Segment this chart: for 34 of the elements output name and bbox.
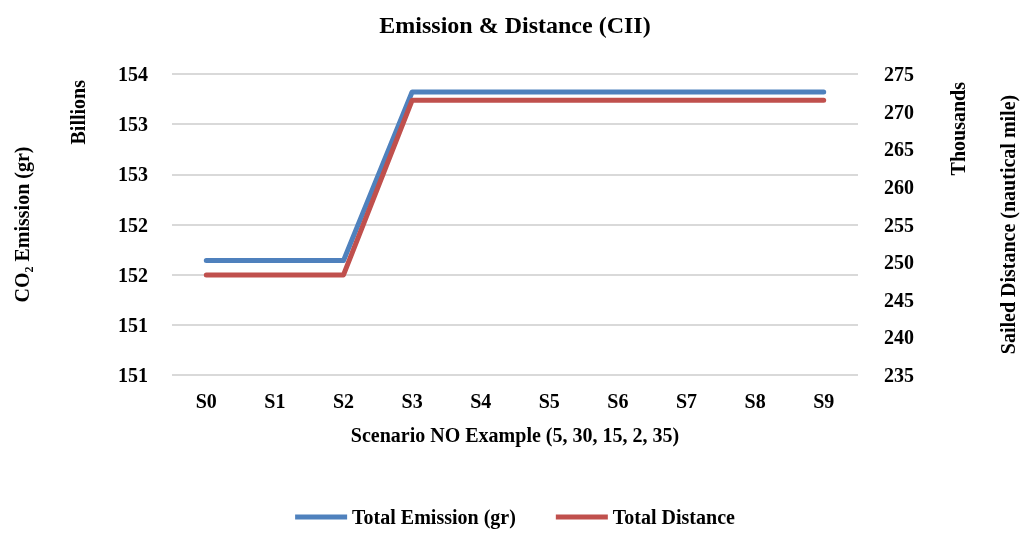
y-tick-label: 153 xyxy=(118,113,148,136)
y2-axis-title: Sailed Distance (nautical mile) xyxy=(997,94,1020,355)
y2-tick-label: 245 xyxy=(884,288,914,311)
y2-tick-label: 240 xyxy=(884,326,914,349)
text: Billions xyxy=(67,79,89,145)
y-tick-label: 152 xyxy=(118,213,148,236)
y-tick-label: 154 xyxy=(118,63,148,85)
x-tick-label: S8 xyxy=(744,390,766,412)
text: Thousands xyxy=(947,81,969,176)
y-axis-title: CO₂ Emission (gr) xyxy=(11,146,34,303)
x-tick-label: S1 xyxy=(264,390,286,412)
x-tick-label: S4 xyxy=(470,390,492,412)
x-axis-title: Scenario NO Example (5, 30, 15, 2, 35) xyxy=(350,424,680,447)
x-tick-label: S5 xyxy=(538,390,560,412)
x-tick-label: S3 xyxy=(401,390,423,412)
y-tick-label: 152 xyxy=(118,263,148,286)
y-tick-label: 153 xyxy=(118,163,148,186)
y2-tick-label: 265 xyxy=(884,138,914,161)
legend-label: Total Emission (gr) xyxy=(352,506,516,529)
legend-label: Total Distance xyxy=(612,506,735,528)
y2-tick-label: 250 xyxy=(884,251,914,274)
y-tick-label: 151 xyxy=(118,364,148,386)
x-tick-label: S9 xyxy=(813,390,835,412)
x-tick-label: S6 xyxy=(607,390,629,412)
x-tick-label: S2 xyxy=(332,390,355,412)
y-tick-label: 151 xyxy=(118,313,148,336)
y2-tick-label: 260 xyxy=(884,175,914,198)
y2-tick-label: 275 xyxy=(884,63,914,85)
y2-tick-label: 270 xyxy=(884,100,914,123)
chart-title: Emission & Distance (CII) xyxy=(379,12,651,38)
y2-tick-label: 255 xyxy=(884,213,914,236)
y2-tick-label: 235 xyxy=(884,364,914,386)
x-tick-label: S7 xyxy=(675,390,698,412)
x-tick-label: S0 xyxy=(195,390,217,412)
